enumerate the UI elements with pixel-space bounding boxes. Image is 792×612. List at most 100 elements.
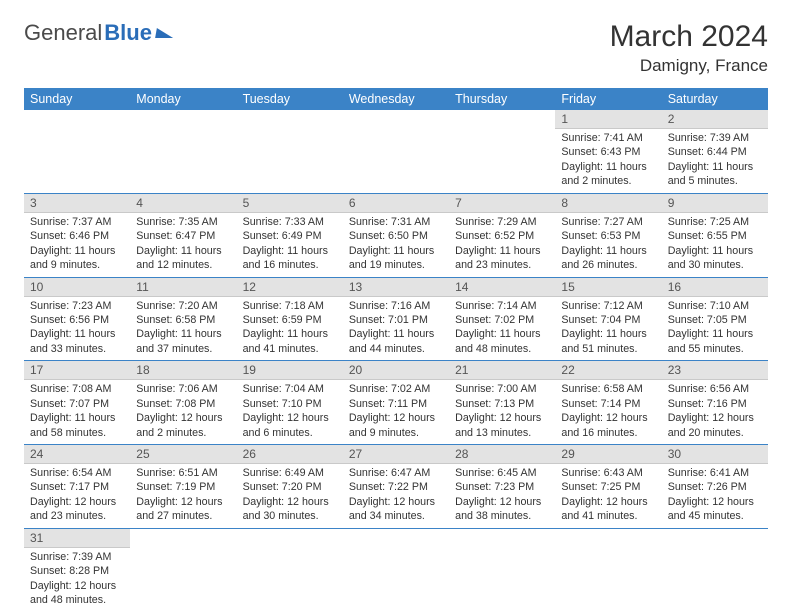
day-details: Sunrise: 7:20 AMSunset: 6:58 PMDaylight:… <box>130 297 236 361</box>
calendar-day-cell: 5Sunrise: 7:33 AMSunset: 6:49 PMDaylight… <box>237 193 343 277</box>
calendar-day-cell: 6Sunrise: 7:31 AMSunset: 6:50 PMDaylight… <box>343 193 449 277</box>
sunrise-text: Sunrise: 6:49 AM <box>243 466 337 480</box>
day-details: Sunrise: 7:33 AMSunset: 6:49 PMDaylight:… <box>237 213 343 277</box>
sunset-text: Sunset: 7:04 PM <box>561 313 655 327</box>
daylight-text: Daylight: 12 hours and 41 minutes. <box>561 495 655 524</box>
calendar-day-cell: 13Sunrise: 7:16 AMSunset: 7:01 PMDayligh… <box>343 277 449 361</box>
sunset-text: Sunset: 7:13 PM <box>455 397 549 411</box>
day-details: Sunrise: 7:06 AMSunset: 7:08 PMDaylight:… <box>130 380 236 444</box>
sunset-text: Sunset: 7:16 PM <box>668 397 762 411</box>
calendar-day-cell: 2Sunrise: 7:39 AMSunset: 6:44 PMDaylight… <box>662 110 768 193</box>
day-details: Sunrise: 7:02 AMSunset: 7:11 PMDaylight:… <box>343 380 449 444</box>
sunrise-text: Sunrise: 7:06 AM <box>136 382 230 396</box>
sunrise-text: Sunrise: 7:39 AM <box>668 131 762 145</box>
day-number: 18 <box>130 361 236 380</box>
day-details: Sunrise: 6:51 AMSunset: 7:19 PMDaylight:… <box>130 464 236 528</box>
calendar-day-cell: 10Sunrise: 7:23 AMSunset: 6:56 PMDayligh… <box>24 277 130 361</box>
calendar-day-cell: 7Sunrise: 7:29 AMSunset: 6:52 PMDaylight… <box>449 193 555 277</box>
day-number: 20 <box>343 361 449 380</box>
calendar-day-cell: 21Sunrise: 7:00 AMSunset: 7:13 PMDayligh… <box>449 361 555 445</box>
day-number: 9 <box>662 194 768 213</box>
daylight-text: Daylight: 12 hours and 9 minutes. <box>349 411 443 440</box>
daylight-text: Daylight: 11 hours and 58 minutes. <box>30 411 124 440</box>
daylight-text: Daylight: 12 hours and 45 minutes. <box>668 495 762 524</box>
calendar-day-cell: 30Sunrise: 6:41 AMSunset: 7:26 PMDayligh… <box>662 445 768 529</box>
calendar-day-cell: 12Sunrise: 7:18 AMSunset: 6:59 PMDayligh… <box>237 277 343 361</box>
location-label: Damigny, France <box>610 56 768 76</box>
calendar-empty-cell <box>130 528 236 611</box>
day-details: Sunrise: 7:04 AMSunset: 7:10 PMDaylight:… <box>237 380 343 444</box>
day-number: 25 <box>130 445 236 464</box>
day-number: 2 <box>662 110 768 129</box>
sunset-text: Sunset: 7:01 PM <box>349 313 443 327</box>
day-number: 23 <box>662 361 768 380</box>
day-details: Sunrise: 7:12 AMSunset: 7:04 PMDaylight:… <box>555 297 661 361</box>
sunset-text: Sunset: 7:19 PM <box>136 480 230 494</box>
calendar-day-cell: 24Sunrise: 6:54 AMSunset: 7:17 PMDayligh… <box>24 445 130 529</box>
day-number: 27 <box>343 445 449 464</box>
day-details: Sunrise: 6:54 AMSunset: 7:17 PMDaylight:… <box>24 464 130 528</box>
sunset-text: Sunset: 7:17 PM <box>30 480 124 494</box>
sunrise-text: Sunrise: 7:23 AM <box>30 299 124 313</box>
calendar-day-cell: 29Sunrise: 6:43 AMSunset: 7:25 PMDayligh… <box>555 445 661 529</box>
calendar-day-cell: 9Sunrise: 7:25 AMSunset: 6:55 PMDaylight… <box>662 193 768 277</box>
day-number: 15 <box>555 278 661 297</box>
sunrise-text: Sunrise: 7:25 AM <box>668 215 762 229</box>
day-details: Sunrise: 6:56 AMSunset: 7:16 PMDaylight:… <box>662 380 768 444</box>
sunset-text: Sunset: 7:20 PM <box>243 480 337 494</box>
sunrise-text: Sunrise: 6:45 AM <box>455 466 549 480</box>
calendar-day-cell: 3Sunrise: 7:37 AMSunset: 6:46 PMDaylight… <box>24 193 130 277</box>
day-details: Sunrise: 6:41 AMSunset: 7:26 PMDaylight:… <box>662 464 768 528</box>
calendar-empty-cell <box>449 110 555 193</box>
daylight-text: Daylight: 12 hours and 38 minutes. <box>455 495 549 524</box>
calendar-day-cell: 18Sunrise: 7:06 AMSunset: 7:08 PMDayligh… <box>130 361 236 445</box>
day-details: Sunrise: 7:37 AMSunset: 6:46 PMDaylight:… <box>24 213 130 277</box>
calendar-day-cell: 26Sunrise: 6:49 AMSunset: 7:20 PMDayligh… <box>237 445 343 529</box>
sunset-text: Sunset: 7:11 PM <box>349 397 443 411</box>
daylight-text: Daylight: 11 hours and 9 minutes. <box>30 244 124 273</box>
sunrise-text: Sunrise: 7:12 AM <box>561 299 655 313</box>
day-details: Sunrise: 6:47 AMSunset: 7:22 PMDaylight:… <box>343 464 449 528</box>
day-details: Sunrise: 7:31 AMSunset: 6:50 PMDaylight:… <box>343 213 449 277</box>
day-details: Sunrise: 7:10 AMSunset: 7:05 PMDaylight:… <box>662 297 768 361</box>
day-details: Sunrise: 7:39 AMSunset: 6:44 PMDaylight:… <box>662 129 768 193</box>
sunrise-text: Sunrise: 6:51 AM <box>136 466 230 480</box>
sunset-text: Sunset: 7:26 PM <box>668 480 762 494</box>
day-details: Sunrise: 7:41 AMSunset: 6:43 PMDaylight:… <box>555 129 661 193</box>
weekday-header: Sunday <box>24 88 130 110</box>
day-number: 31 <box>24 529 130 548</box>
day-number: 17 <box>24 361 130 380</box>
sunrise-text: Sunrise: 7:04 AM <box>243 382 337 396</box>
day-number: 11 <box>130 278 236 297</box>
sunrise-text: Sunrise: 7:00 AM <box>455 382 549 396</box>
day-details: Sunrise: 7:27 AMSunset: 6:53 PMDaylight:… <box>555 213 661 277</box>
calendar-day-cell: 16Sunrise: 7:10 AMSunset: 7:05 PMDayligh… <box>662 277 768 361</box>
day-number: 30 <box>662 445 768 464</box>
page-header: GeneralBlue March 2024 Damigny, France <box>24 20 768 76</box>
daylight-text: Daylight: 11 hours and 23 minutes. <box>455 244 549 273</box>
calendar-week-row: 1Sunrise: 7:41 AMSunset: 6:43 PMDaylight… <box>24 110 768 193</box>
day-number: 22 <box>555 361 661 380</box>
day-details: Sunrise: 7:29 AMSunset: 6:52 PMDaylight:… <box>449 213 555 277</box>
day-details: Sunrise: 7:14 AMSunset: 7:02 PMDaylight:… <box>449 297 555 361</box>
day-details: Sunrise: 7:35 AMSunset: 6:47 PMDaylight:… <box>130 213 236 277</box>
daylight-text: Daylight: 11 hours and 30 minutes. <box>668 244 762 273</box>
daylight-text: Daylight: 11 hours and 48 minutes. <box>455 327 549 356</box>
logo-triangle-icon <box>155 28 175 38</box>
sunrise-text: Sunrise: 7:18 AM <box>243 299 337 313</box>
logo-text-2: Blue <box>104 20 152 46</box>
calendar-day-cell: 31Sunrise: 7:39 AMSunset: 8:28 PMDayligh… <box>24 528 130 611</box>
daylight-text: Daylight: 12 hours and 30 minutes. <box>243 495 337 524</box>
daylight-text: Daylight: 11 hours and 12 minutes. <box>136 244 230 273</box>
weekday-header: Wednesday <box>343 88 449 110</box>
calendar-day-cell: 15Sunrise: 7:12 AMSunset: 7:04 PMDayligh… <box>555 277 661 361</box>
sunset-text: Sunset: 6:50 PM <box>349 229 443 243</box>
daylight-text: Daylight: 12 hours and 48 minutes. <box>30 579 124 608</box>
calendar-week-row: 10Sunrise: 7:23 AMSunset: 6:56 PMDayligh… <box>24 277 768 361</box>
day-number: 28 <box>449 445 555 464</box>
day-details: Sunrise: 7:00 AMSunset: 7:13 PMDaylight:… <box>449 380 555 444</box>
calendar-day-cell: 17Sunrise: 7:08 AMSunset: 7:07 PMDayligh… <box>24 361 130 445</box>
calendar-empty-cell <box>343 110 449 193</box>
day-number: 29 <box>555 445 661 464</box>
daylight-text: Daylight: 11 hours and 26 minutes. <box>561 244 655 273</box>
